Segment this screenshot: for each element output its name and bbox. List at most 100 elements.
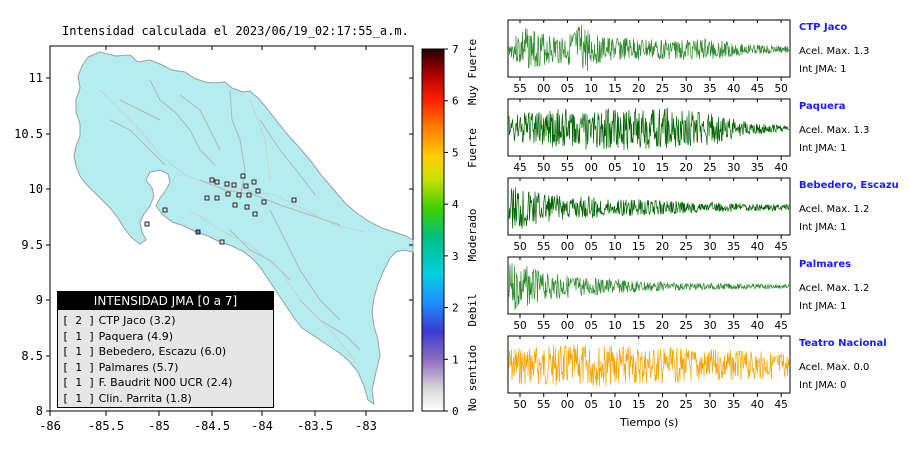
seismogram-x-tick-label: 25: [679, 241, 692, 253]
legend-box: INTENSIDAD JMA [0 a 7] [ 2 ] CTP Jaco (3…: [57, 291, 274, 408]
seismogram-x-tick-label: 30: [703, 241, 716, 253]
station-marker: [224, 181, 230, 187]
seismogram-x-tick-label: 05: [585, 399, 598, 411]
waveform-series: [508, 344, 790, 387]
legend-item-count: [ 1 ]: [62, 360, 96, 374]
seismogram-x-tick-label: 50: [513, 241, 526, 253]
station-marker: [144, 221, 150, 227]
station-marker: [261, 199, 267, 205]
station-max-accel: Acel. Max. 0.0: [799, 362, 870, 373]
station-title: Palmares: [799, 259, 852, 270]
station-marker: [244, 204, 250, 210]
seismogram-x-tick-label: 55: [537, 241, 550, 253]
map-x-tick-label: -83: [355, 419, 377, 433]
seismogram-x-tick-label: 40: [727, 83, 740, 95]
seismogram-panel: 50 55 00 05 10 15 20 25 30 35 40 45: [507, 177, 791, 253]
seismogram-frame: [507, 256, 791, 315]
province-lines: [109, 79, 361, 351]
seismogram-x-tick-label: 30: [703, 320, 716, 332]
map-x-axis: -86 -85.5 -85 -84.5 -84 -83.5 -83: [39, 46, 377, 433]
station-marker: [219, 239, 225, 245]
seismogram-x-tick-label: 25: [703, 162, 716, 174]
legend-item-count: [ 2 ]: [62, 314, 96, 327]
colorbar-ticks: 7 6 5 4 3 2 1 0: [444, 43, 459, 418]
station-jma-intensity: Int JMA: 1: [799, 222, 847, 233]
station-marker: [204, 195, 210, 201]
seismogram-x-tick-label: 00: [561, 241, 574, 253]
station-jma-intensity: Int JMA: 1: [799, 301, 847, 312]
map-x-tick-label: -84.5: [194, 419, 230, 433]
colorbar-tick-label: 6: [452, 95, 459, 108]
seismogram-x-tick-label: 10: [632, 162, 645, 174]
legend-item: [ 1 ] Paquera (4.9): [58, 329, 273, 345]
seismogram-x-tick-label: 10: [608, 320, 621, 332]
legend-item-label: Clin. Parrita (1.8): [95, 391, 192, 405]
map-x-tick-label: -86: [39, 419, 61, 433]
station-marker: [162, 207, 168, 213]
seismogram-x-tick-label: 15: [632, 320, 645, 332]
colorbar-labels: Muy Fuerte Fuerte Moderado Debil No sentido: [466, 39, 479, 411]
seismogram-x-tick-label: 00: [537, 83, 550, 95]
legend-rows: [ 2 ] CTP Jaco (3.2)[ 1 ] Paquera (4.9)[…: [58, 310, 273, 406]
station-marker: [240, 173, 246, 179]
station-marker: [214, 179, 220, 185]
seismogram-x-tick-label: 00: [585, 162, 598, 174]
map-x-tick-label: -84: [251, 419, 273, 433]
seismogram-x-tick-label: 20: [656, 241, 669, 253]
legend-item-count: [ 1 ]: [62, 345, 96, 358]
seismogram-x-tick-label: 35: [727, 320, 740, 332]
seismogram-x-tick-label: 45: [774, 320, 787, 332]
station-jma-intensity: Int JMA: 0: [799, 380, 847, 391]
map-y-tick-label: 9.5: [21, 238, 43, 252]
legend-item-count: [ 1 ]: [62, 329, 96, 343]
seismogram-x-tick-label: 50: [513, 320, 526, 332]
seismogram-x-tick-label: 05: [608, 162, 621, 174]
waveform-series: [508, 107, 790, 150]
seismogram-x-tick-label: 15: [632, 241, 645, 253]
seismogram-x-tick-label: 55: [537, 320, 550, 332]
station-marker: [252, 211, 258, 217]
seismogram-x-tick-label: 15: [632, 399, 645, 411]
station-jma-intensity: Int JMA: 1: [799, 143, 847, 154]
station-marker: [251, 179, 257, 185]
legend-item-label: CTP Jaco (3.2): [95, 314, 176, 327]
station-marker: [255, 188, 261, 194]
map-x-tick-label: -83.5: [297, 419, 333, 433]
station-max-accel: Acel. Max. 1.3: [799, 125, 870, 136]
seismogram-x-tick-label: 35: [703, 83, 716, 95]
legend-item-label: Paquera (4.9): [95, 329, 174, 343]
seismogram-x-tick-label: 05: [561, 83, 574, 95]
colorbar: [421, 48, 445, 412]
seismogram-x-tick-label: 00: [561, 320, 574, 332]
colorbar-tick-label: 2: [452, 302, 459, 315]
colorbar-tick-label: 0: [452, 405, 459, 418]
station-marker: [214, 195, 220, 201]
seismogram-x-tick-label: 15: [608, 83, 621, 95]
station-jma-intensity: Int JMA: 1: [799, 64, 847, 75]
seismogram-x-tick-label: 10: [608, 241, 621, 253]
legend-item: [ 1 ] F. Baudrit N00 UCR (2.4): [58, 375, 273, 391]
seismogram-x-tick-label: 45: [513, 162, 526, 174]
seismogram-x-tick-label: 35: [751, 162, 764, 174]
seismogram-panels: 55 00 05 10 15 20 25 30 35 40 45 50 45 50 55 00 05 10 15 20…: [507, 19, 791, 411]
seismogram-x-tick-label: 10: [585, 83, 598, 95]
seismogram-x-tick-label: 40: [751, 241, 764, 253]
seismogram-x-tick-label: 35: [727, 399, 740, 411]
seismogram-x-tick-label: 30: [703, 399, 716, 411]
map-x-tick-label: -85.5: [88, 419, 124, 433]
seismogram-x-tick-label: 50: [513, 399, 526, 411]
seismogram-x-tick-label: 25: [679, 399, 692, 411]
colorbar-tick-label: 7: [452, 43, 459, 56]
seismogram-x-tick-label: 20: [656, 399, 669, 411]
station-title: Teatro Nacional: [799, 338, 887, 349]
station-marker: [236, 192, 242, 198]
legend-item-count: [ 1 ]: [62, 376, 96, 389]
station-marker: [243, 183, 249, 189]
seismogram-x-tick-label: 30: [727, 162, 740, 174]
map-title: Intensidad calculada el 2023/06/19_02:17…: [62, 24, 409, 38]
seismogram-x-tick-label: 05: [585, 241, 598, 253]
legend-header: INTENSIDAD JMA [0 a 7]: [58, 292, 273, 310]
colorbar-label: Muy Fuerte: [466, 39, 479, 105]
seismogram-x-tick-label: 55: [537, 399, 550, 411]
